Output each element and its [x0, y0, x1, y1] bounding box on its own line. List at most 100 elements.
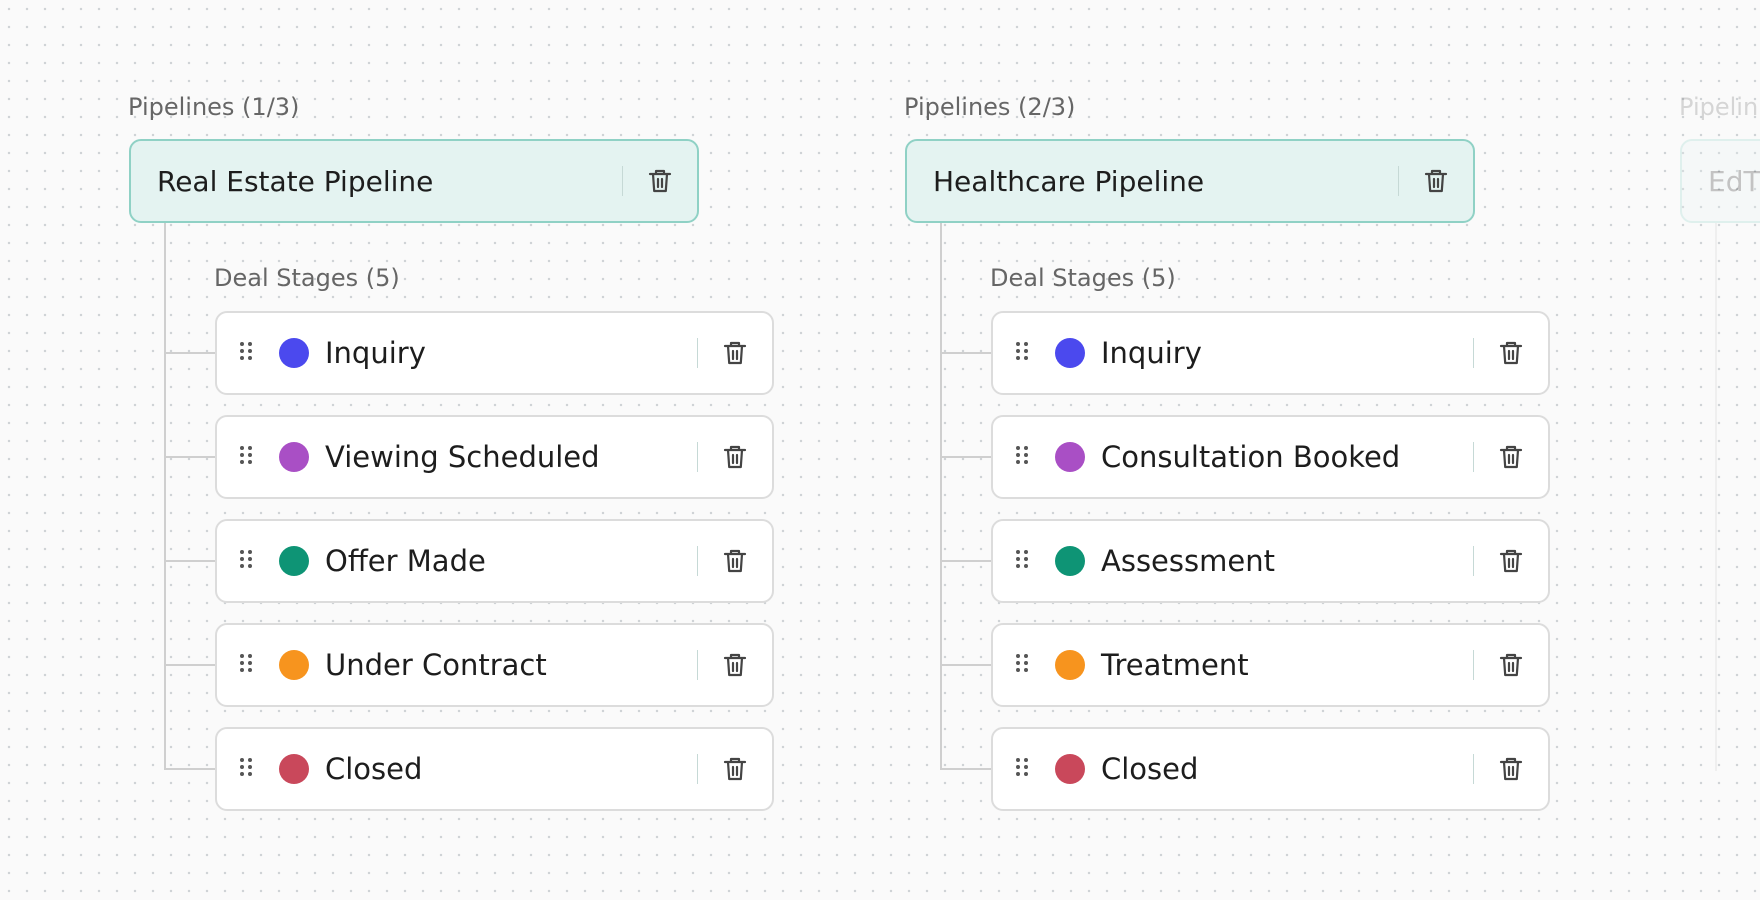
- drag-icon: [1016, 654, 1028, 672]
- drag-icon: [240, 758, 252, 776]
- stage-row: Closed: [991, 727, 1550, 811]
- delete-button[interactable]: [623, 168, 697, 194]
- tree-line: [1715, 223, 1717, 771]
- drag-icon: [240, 654, 252, 672]
- separator: [697, 650, 698, 680]
- separator: [1473, 754, 1474, 784]
- separator: [1473, 650, 1474, 680]
- delete-button[interactable]: [698, 340, 772, 366]
- drag-handle[interactable]: [993, 445, 1033, 469]
- drag-handle[interactable]: [217, 341, 257, 365]
- tree-branch: [164, 664, 215, 666]
- tree-branch: [940, 768, 991, 770]
- drag-handle[interactable]: [217, 757, 257, 781]
- separator: [1473, 442, 1474, 472]
- drag-handle[interactable]: [217, 549, 257, 573]
- drag-icon: [1016, 550, 1028, 568]
- separator: [697, 546, 698, 576]
- separator: [697, 338, 698, 368]
- stage-color: [279, 546, 309, 576]
- tree-branch: [164, 352, 215, 354]
- delete-button[interactable]: [1474, 652, 1548, 678]
- stage-color: [279, 754, 309, 784]
- stage-color: [279, 442, 309, 472]
- stages-label: Deal Stages (5): [214, 264, 400, 292]
- delete-button[interactable]: [1474, 756, 1548, 782]
- tree-line: [164, 223, 166, 770]
- trash-icon: [1424, 169, 1448, 193]
- separator: [1473, 338, 1474, 368]
- separator: [1473, 546, 1474, 576]
- delete-button[interactable]: [698, 444, 772, 470]
- delete-button[interactable]: [1399, 168, 1473, 194]
- drag-icon: [1016, 446, 1028, 464]
- tree-branch: [164, 768, 215, 770]
- stage-row: Inquiry: [991, 311, 1550, 395]
- tree-branch: [164, 456, 215, 458]
- tree-branch: [940, 456, 991, 458]
- delete-button[interactable]: [698, 548, 772, 574]
- stage-name: Under Contract: [325, 648, 547, 682]
- drag-handle[interactable]: [993, 549, 1033, 573]
- drag-icon: [1016, 342, 1028, 360]
- delete-button[interactable]: [698, 652, 772, 678]
- delete-button[interactable]: [1474, 548, 1548, 574]
- drag-icon: [240, 446, 252, 464]
- stage-color: [1055, 754, 1085, 784]
- trash-icon: [1499, 445, 1523, 469]
- tree-branch: [940, 352, 991, 354]
- stage-row: Assessment: [991, 519, 1550, 603]
- stage-row: Treatment: [991, 623, 1550, 707]
- pipeline-header[interactable]: EdT: [1680, 139, 1760, 223]
- stage-color: [1055, 442, 1085, 472]
- drag-icon: [240, 342, 252, 360]
- trash-icon: [648, 169, 672, 193]
- trash-icon: [1499, 341, 1523, 365]
- tree-branch: [940, 560, 991, 562]
- drag-handle[interactable]: [217, 653, 257, 677]
- trash-icon: [723, 445, 747, 469]
- tree-branch: [940, 664, 991, 666]
- drag-handle[interactable]: [993, 341, 1033, 365]
- trash-icon: [723, 757, 747, 781]
- stage-row: Under Contract: [215, 623, 774, 707]
- pipeline-label: Pipelines (2/3): [904, 93, 1076, 121]
- stage-color: [1055, 650, 1085, 680]
- drag-handle[interactable]: [993, 757, 1033, 781]
- delete-button[interactable]: [1474, 340, 1548, 366]
- pipeline-label: Pipelin: [1679, 93, 1759, 121]
- stage-name: Treatment: [1101, 648, 1249, 682]
- delete-button[interactable]: [1474, 444, 1548, 470]
- drag-handle[interactable]: [217, 445, 257, 469]
- stage-row: Inquiry: [215, 311, 774, 395]
- drag-icon: [1016, 758, 1028, 776]
- stage-name: Closed: [1101, 752, 1199, 786]
- stages-label: Deal Stages (5): [990, 264, 1176, 292]
- pipeline-name: Real Estate Pipeline: [157, 164, 434, 198]
- stage-row: Consultation Booked: [991, 415, 1550, 499]
- stage-name: Closed: [325, 752, 423, 786]
- pipeline-header[interactable]: Healthcare Pipeline: [905, 139, 1475, 223]
- trash-icon: [1499, 653, 1523, 677]
- drag-icon: [240, 550, 252, 568]
- drag-handle[interactable]: [993, 653, 1033, 677]
- stage-name: Offer Made: [325, 544, 486, 578]
- stage-name: Consultation Booked: [1101, 440, 1401, 474]
- tree-branch: [164, 560, 215, 562]
- stage-name: Inquiry: [1101, 336, 1202, 370]
- delete-button[interactable]: [698, 756, 772, 782]
- trash-icon: [723, 653, 747, 677]
- stage-row: Viewing Scheduled: [215, 415, 774, 499]
- separator: [697, 442, 698, 472]
- pipeline-header[interactable]: Real Estate Pipeline: [129, 139, 699, 223]
- separator: [622, 166, 623, 196]
- stage-color: [1055, 338, 1085, 368]
- stage-color: [279, 650, 309, 680]
- separator: [1398, 166, 1399, 196]
- stage-name: Inquiry: [325, 336, 426, 370]
- trash-icon: [723, 549, 747, 573]
